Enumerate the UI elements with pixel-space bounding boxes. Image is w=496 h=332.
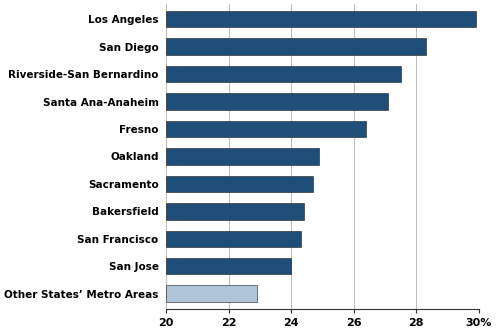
Bar — [166, 258, 291, 275]
Bar — [166, 121, 366, 137]
Bar — [166, 231, 301, 247]
Bar — [166, 11, 476, 28]
Bar — [166, 66, 401, 82]
Bar — [166, 286, 257, 302]
Bar — [166, 93, 388, 110]
Bar — [166, 176, 313, 192]
Bar — [166, 203, 304, 219]
Bar — [166, 39, 426, 55]
Bar — [166, 148, 319, 165]
